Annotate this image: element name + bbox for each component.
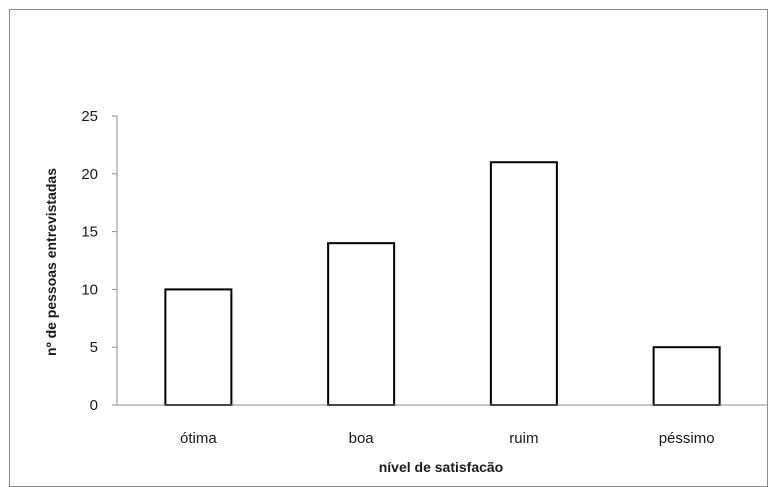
- x-tick-label: ruim: [509, 430, 538, 447]
- bar-2: [327, 242, 396, 406]
- y-tick-label: 15: [81, 224, 98, 241]
- x-tick-label: péssimo: [659, 430, 715, 447]
- x-tick-label: ótima: [180, 430, 217, 447]
- bar-3: [489, 161, 558, 406]
- y-tick-label: 10: [81, 281, 98, 298]
- y-tick-label: 5: [90, 339, 98, 356]
- y-tick-label: 20: [81, 166, 98, 183]
- bar-1: [164, 288, 233, 406]
- y-tick-label: 25: [81, 108, 98, 125]
- bar-4: [652, 346, 721, 407]
- y-tick-label: 0: [90, 397, 98, 414]
- x-tick-label: boa: [349, 430, 375, 447]
- x-axis-title: nível de satisfacão: [379, 459, 504, 475]
- y-axis-title: nº de pessoas entrevistadas: [43, 168, 59, 356]
- plot-area: 0 5 10 15 20 25 ótima boa ruim péssimo: [81, 108, 768, 447]
